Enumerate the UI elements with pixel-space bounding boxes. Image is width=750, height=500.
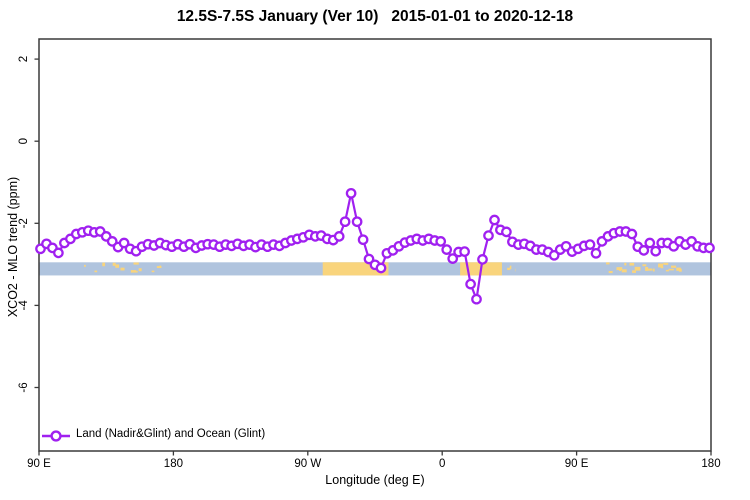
data-point-marker <box>459 246 470 257</box>
land-speckle <box>658 263 664 268</box>
data-point-marker <box>704 242 715 254</box>
chart-title: 12.5S-7.5S January (Ver 10) 2015-01-01 t… <box>176 8 574 25</box>
land-speckle <box>84 264 86 267</box>
data-point-marker <box>435 236 447 247</box>
land-speckle <box>678 268 682 272</box>
land-speckle <box>642 264 647 267</box>
data-point-marker <box>53 247 64 259</box>
data-point-marker <box>501 226 512 238</box>
land-speckle <box>136 270 138 273</box>
data-point-marker <box>375 262 387 274</box>
land-speckle <box>624 262 627 266</box>
land-speckle <box>652 268 655 272</box>
land-speckle <box>621 269 627 273</box>
y-tick-label: -2 <box>18 218 30 228</box>
land-speckle <box>130 270 137 273</box>
data-point-marker <box>483 230 494 241</box>
land-speckle <box>606 262 610 265</box>
data-point-marker <box>638 245 650 256</box>
data-point-marker <box>118 237 130 249</box>
y-tick-label: -6 <box>18 382 30 392</box>
land-speckle <box>663 262 669 265</box>
data-point-marker <box>333 231 345 242</box>
x-tick-label: 90 E <box>27 458 51 470</box>
data-point-marker <box>644 237 656 249</box>
data-point-marker <box>489 214 500 226</box>
land-speckle <box>94 270 98 273</box>
land-speckle <box>632 270 637 273</box>
land-speckle <box>629 262 635 266</box>
y-tick-label: 2 <box>18 56 30 62</box>
x-tick-label: 90 E <box>565 458 589 470</box>
x-tick-label: 180 <box>701 458 720 470</box>
legend-marker-icon <box>50 430 62 442</box>
land-speckle <box>156 266 162 269</box>
land-speckle <box>660 266 664 269</box>
legend-label: Land (Nadir&Glint) and Ocean (Glint) <box>76 428 266 440</box>
x-tick-label: 180 <box>164 458 183 470</box>
data-point-marker <box>626 228 638 240</box>
land-speckle <box>619 267 622 271</box>
x-tick-label: 0 <box>439 458 445 470</box>
land-speckle <box>112 262 116 266</box>
land-speckle <box>645 266 649 271</box>
land-speckle <box>676 267 681 271</box>
land-speckle <box>151 270 155 273</box>
data-point-marker <box>357 234 369 246</box>
data-point-marker <box>441 244 453 255</box>
land-speckle <box>665 269 669 272</box>
y-tick-label: 0 <box>18 138 30 144</box>
land-speckle <box>133 262 139 265</box>
data-point-marker <box>471 293 482 305</box>
data-point-marker <box>351 216 363 228</box>
y-tick-label: -4 <box>18 300 30 311</box>
data-point-marker <box>339 216 351 228</box>
land-speckle <box>120 267 125 271</box>
land-speckle <box>115 264 120 268</box>
data-point-marker <box>465 278 476 290</box>
land-speckle <box>102 262 106 267</box>
data-point-marker <box>345 187 357 199</box>
data-point-marker <box>584 239 596 250</box>
land-speckle <box>507 267 511 271</box>
data-point-marker <box>363 253 375 265</box>
data-point-marker <box>590 247 602 259</box>
land-speckle <box>138 268 142 272</box>
land-speckle <box>671 265 677 268</box>
land-speckle <box>668 268 674 271</box>
x-tick-label: 90 W <box>294 458 321 470</box>
land-speckle <box>647 268 653 271</box>
data-point-marker <box>477 254 488 265</box>
data-point-marker <box>650 245 662 257</box>
land-speckle <box>608 270 613 274</box>
x-axis-title: Longitude (deg E) <box>325 473 425 487</box>
land-speckle <box>634 266 641 271</box>
land-speckle <box>509 265 512 270</box>
land-speckle <box>159 265 162 268</box>
data-point-marker <box>447 253 459 264</box>
